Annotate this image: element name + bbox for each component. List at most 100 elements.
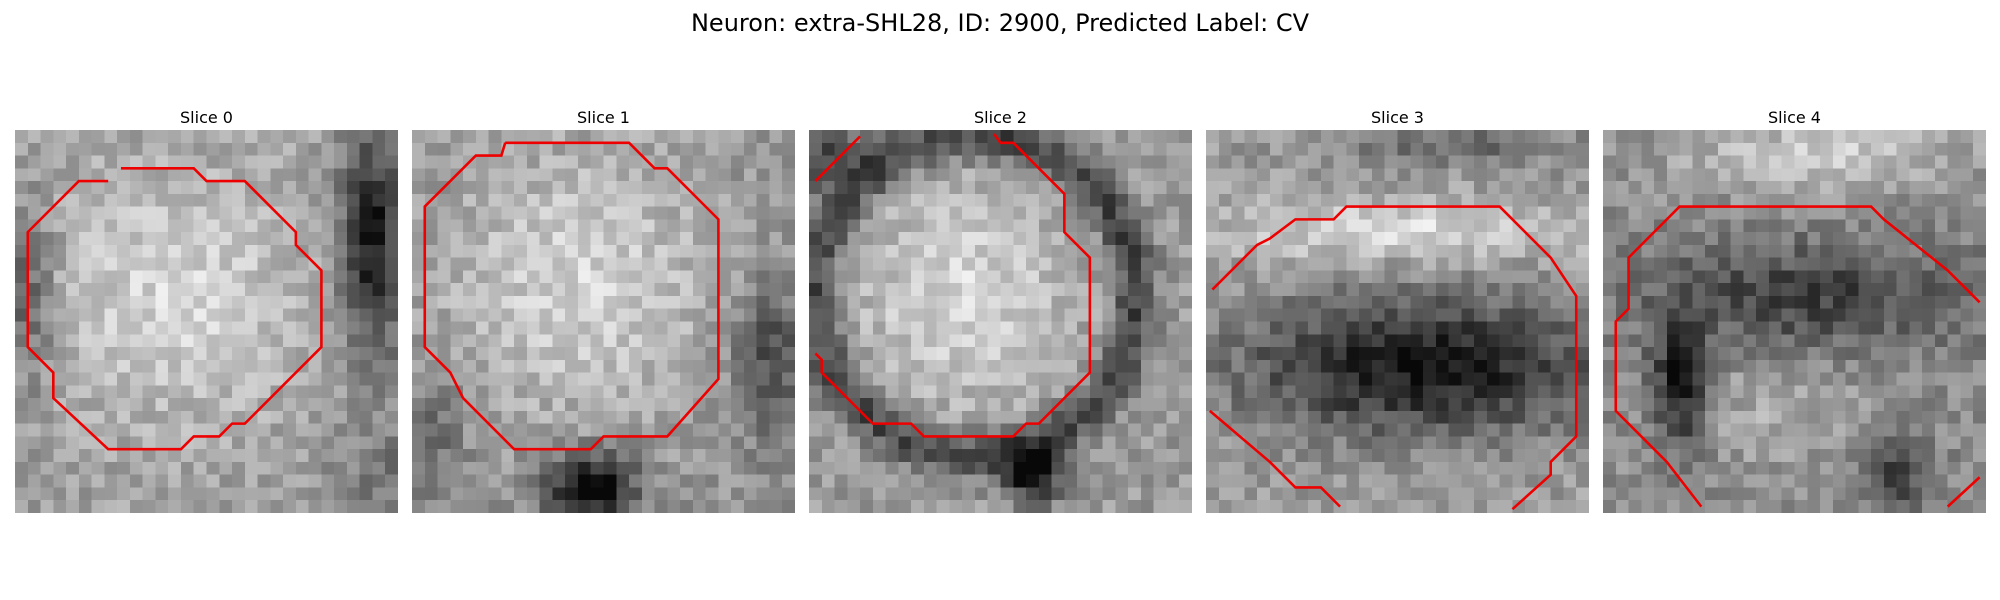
pixel-cell [1832, 295, 1846, 309]
pixel-cell [1206, 487, 1220, 501]
pixel-cell [206, 461, 220, 475]
pixel-cell [1423, 155, 1437, 169]
pixel-cell [206, 142, 220, 156]
pixel-cell [949, 283, 963, 297]
pixel-cell [1128, 487, 1142, 501]
pixel-cell [1883, 500, 1897, 513]
pixel-cell [616, 359, 630, 373]
pixel-cell [1858, 155, 1872, 169]
pixel-cell [872, 257, 886, 271]
pixel-cell [1153, 474, 1167, 488]
pixel-cell [1960, 232, 1974, 246]
pixel-cell [295, 257, 309, 271]
pixel-cell [270, 474, 284, 488]
pixel-cell [1371, 398, 1385, 412]
pixel-cell [1820, 461, 1834, 475]
pixel-cell [1603, 206, 1617, 220]
pixel-cell [91, 461, 105, 475]
pixel-cell [898, 130, 912, 144]
pixel-cell [180, 334, 194, 348]
pixel-cell [1563, 474, 1577, 488]
pixel-cell [565, 193, 579, 207]
pixel-cell [1679, 308, 1693, 322]
pixel-cell [539, 295, 553, 309]
pixel-cell [27, 193, 41, 207]
pixel-cell [193, 487, 207, 501]
pixel-cell [1717, 168, 1731, 182]
pixel-cell [385, 206, 398, 220]
pixel-cell [1333, 449, 1347, 463]
pixel-cell [1947, 347, 1961, 361]
pixel-cell [463, 500, 477, 513]
slice-panel-2: Slice 2 [809, 108, 1192, 513]
pixel-cell [359, 500, 373, 513]
pixel-cell [526, 487, 540, 501]
pixel-cell [1705, 449, 1719, 463]
pixel-cell [1512, 500, 1526, 513]
pixel-cell [308, 461, 322, 475]
pixel-cell [1576, 385, 1589, 399]
pixel-cell [1563, 385, 1577, 399]
pixel-cell [129, 334, 143, 348]
pixel-cell [1026, 385, 1040, 399]
pixel-cell [1064, 270, 1078, 284]
pixel-cell [949, 219, 963, 233]
pixel-cell [1628, 449, 1642, 463]
pixel-cell [949, 193, 963, 207]
pixel-cell [1499, 385, 1513, 399]
pixel-cell [91, 206, 105, 220]
pixel-cell [1628, 436, 1642, 450]
pixel-cell [692, 155, 706, 169]
pixel-cell [219, 142, 233, 156]
pixel-cell [898, 270, 912, 284]
pixel-cell [1896, 283, 1910, 297]
pixel-cell [1896, 130, 1910, 144]
pixel-cell [577, 308, 591, 322]
pixel-cell [782, 487, 795, 501]
pixel-cell [40, 423, 54, 437]
pixel-cell [1641, 308, 1655, 322]
pixel-cell [1064, 257, 1078, 271]
pixel-cell [1525, 385, 1539, 399]
pixel-cell [1486, 423, 1500, 437]
pixel-cell [987, 181, 1001, 195]
pixel-cell [834, 347, 848, 361]
pixel-cell [1756, 193, 1770, 207]
pixel-cell [27, 500, 41, 513]
pixel-cell [1743, 232, 1757, 246]
pixel-cell [450, 244, 464, 258]
pixel-cell [949, 244, 963, 258]
pixel-cell [1397, 461, 1411, 475]
pixel-cell [412, 385, 426, 399]
pixel-cell [974, 295, 988, 309]
pixel-cell [1013, 270, 1027, 284]
pixel-cell [117, 398, 131, 412]
pixel-cell [1064, 500, 1078, 513]
pixel-cell [321, 423, 335, 437]
pixel-cell [463, 168, 477, 182]
pixel-cell [1384, 385, 1398, 399]
pixel-cell [769, 423, 783, 437]
pixel-cell [1140, 410, 1154, 424]
pixel-cell [1089, 232, 1103, 246]
pixel-cell [743, 500, 757, 513]
pixel-cell [1282, 308, 1296, 322]
pixel-cell [1000, 449, 1014, 463]
pixel-cell [1692, 295, 1706, 309]
pixel-cell [809, 219, 823, 233]
pixel-cell [526, 500, 540, 513]
pixel-cell [834, 206, 848, 220]
pixel-cell [1333, 270, 1347, 284]
pixel-cell [1257, 334, 1271, 348]
pixel-cell [295, 168, 309, 182]
pixel-cell [155, 449, 169, 463]
pixel-cell [1000, 283, 1014, 297]
pixel-cell [860, 474, 874, 488]
pixel-cell [552, 410, 566, 424]
pixel-cell [206, 206, 220, 220]
pixel-cell [1089, 193, 1103, 207]
pixel-cell [1563, 321, 1577, 335]
pixel-cell [91, 487, 105, 501]
pixel-cell [1333, 219, 1347, 233]
pixel-cell [1947, 474, 1961, 488]
